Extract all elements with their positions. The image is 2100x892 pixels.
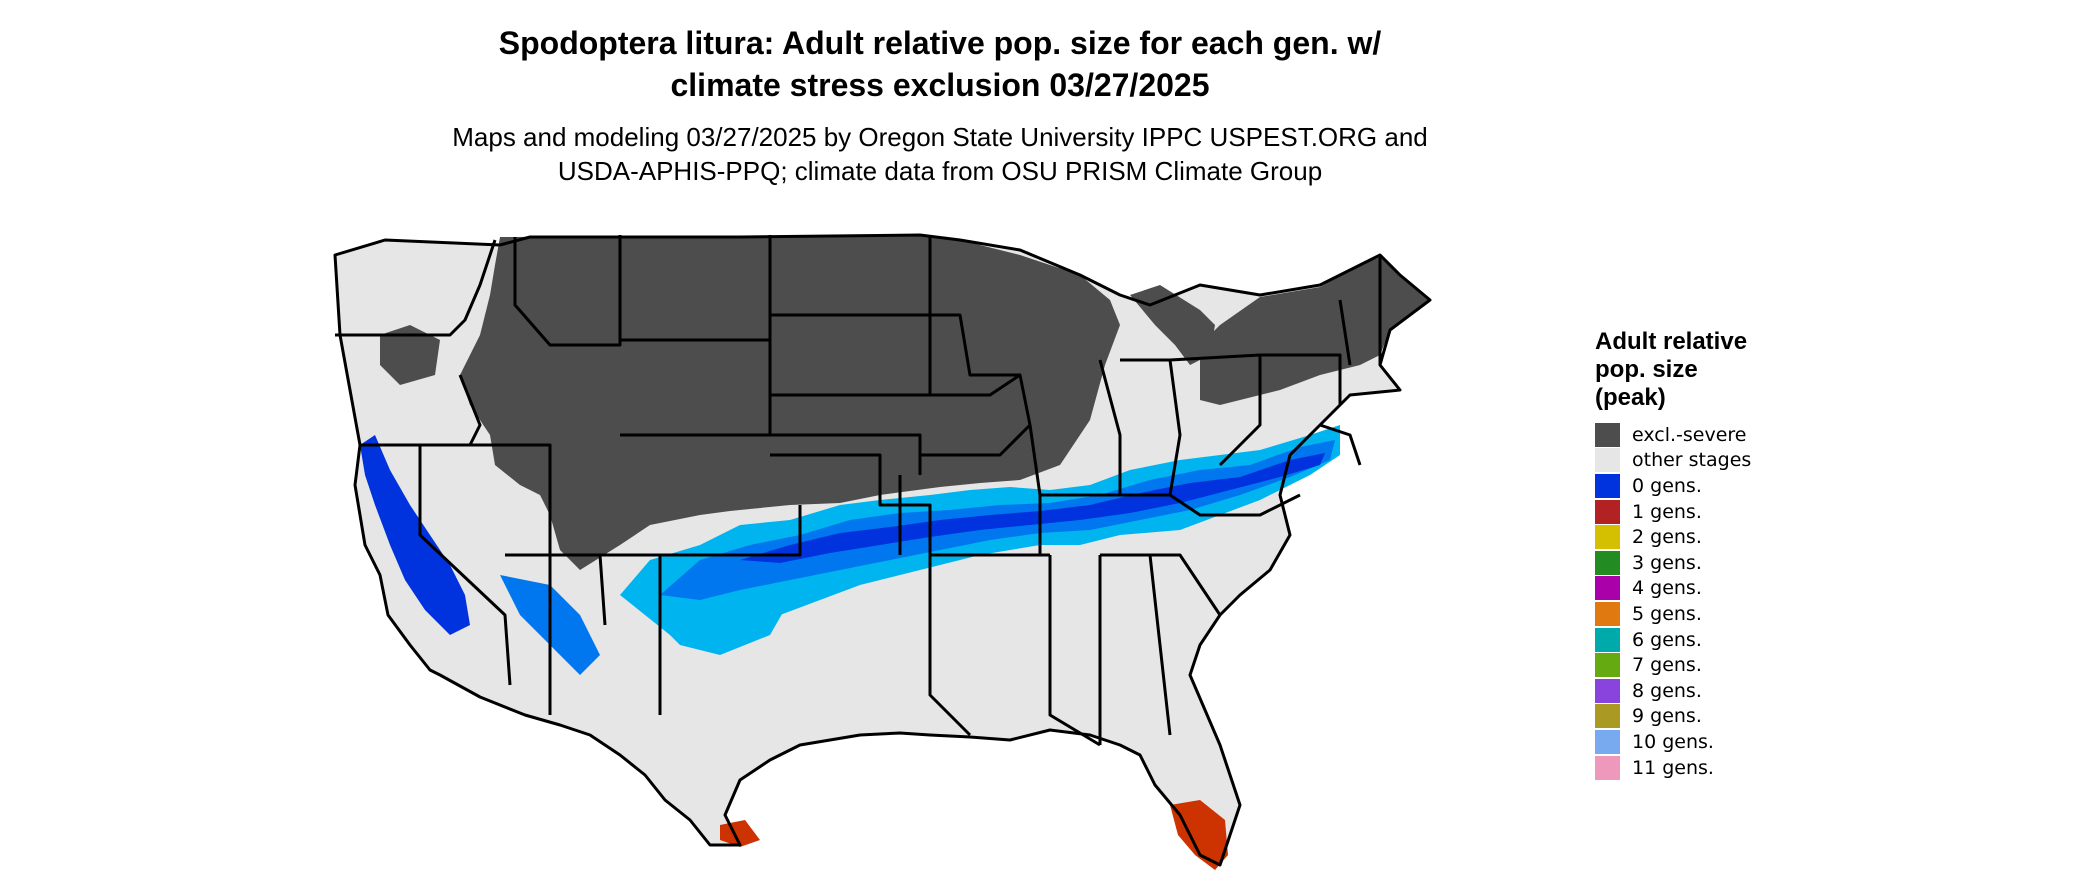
legend-item: other stages <box>1595 448 1795 474</box>
one-gen-florida <box>1170 800 1228 870</box>
legend-swatch <box>1595 576 1620 601</box>
legend-label: 11 gens. <box>1632 756 1714 779</box>
legend-label: other stages <box>1632 449 1752 472</box>
legend-item: 9 gens. <box>1595 704 1795 730</box>
legend-item: 8 gens. <box>1595 678 1795 704</box>
excluded-region-north <box>460 235 1120 570</box>
state-borders <box>333 233 1432 867</box>
legend-label: 8 gens. <box>1632 679 1702 702</box>
legend-swatch <box>1595 653 1620 678</box>
legend-item: 5 gens. <box>1595 601 1795 627</box>
legend-label: 9 gens. <box>1632 705 1702 728</box>
legend-item: 10 gens. <box>1595 729 1795 755</box>
legend-items: excl.-severe other stages 0 gens. 1 gens. 2 … <box>1595 422 1795 780</box>
legend-label: excl.-severe <box>1632 423 1747 446</box>
legend-item: 2 gens. <box>1595 524 1795 550</box>
subtitle-line-1: Maps and modeling 03/27/2025 by Oregon S… <box>452 122 1428 152</box>
legend-swatch <box>1595 473 1620 498</box>
legend-swatch <box>1595 729 1620 754</box>
legend-swatch <box>1595 525 1620 550</box>
excluded-region-northeast <box>1200 257 1430 405</box>
legend-swatch <box>1595 704 1620 729</box>
legend-label: 6 gens. <box>1632 628 1702 651</box>
map-title: Spodoptera litura: Adult relative pop. s… <box>0 22 1880 106</box>
zero-gen-california <box>360 435 470 635</box>
zero-gen-texas-lower <box>650 595 790 655</box>
zero-gen-band-dark <box>740 453 1325 563</box>
legend-label: 1 gens. <box>1632 500 1702 523</box>
legend-title-line-1: Adult relative <box>1595 328 1748 355</box>
subtitle-line-2: USDA-APHIS-PPQ; climate data from OSU PR… <box>557 156 1323 186</box>
legend-item: 4 gens. <box>1595 576 1795 602</box>
legend-swatch <box>1595 499 1620 524</box>
legend-item: 0 gens. <box>1595 473 1795 499</box>
map-legend: Adult relative pop. size (peak) excl.-se… <box>1595 328 1795 780</box>
legend-label: 4 gens. <box>1632 577 1702 600</box>
legend-item: 1 gens. <box>1595 499 1795 525</box>
legend-swatch <box>1595 601 1620 626</box>
legend-item: 6 gens. <box>1595 627 1795 653</box>
legend-swatch <box>1595 550 1620 575</box>
legend-label: 0 gens. <box>1632 474 1702 497</box>
legend-swatch <box>1595 755 1620 780</box>
legend-label: 5 gens. <box>1632 602 1702 625</box>
legend-label: 7 gens. <box>1632 654 1702 677</box>
title-line-1: Spodoptera litura: Adult relative pop. s… <box>498 25 1382 61</box>
legend-swatch <box>1595 448 1620 473</box>
legend-swatch <box>1595 627 1620 652</box>
legend-item: excl.-severe <box>1595 422 1795 448</box>
us-map <box>333 233 1432 870</box>
legend-swatch <box>1595 422 1620 447</box>
legend-item: 7 gens. <box>1595 652 1795 678</box>
legend-title-line-3: (peak) <box>1595 384 1666 411</box>
legend-item: 11 gens. <box>1595 755 1795 781</box>
legend-title-line-2: pop. size <box>1595 356 1698 383</box>
map-subtitle: Maps and modeling 03/27/2025 by Oregon S… <box>0 120 1880 188</box>
legend-title: Adult relative pop. size (peak) <box>1595 328 1795 412</box>
legend-label: 3 gens. <box>1632 551 1702 574</box>
legend-swatch <box>1595 678 1620 703</box>
legend-label: 2 gens. <box>1632 526 1702 549</box>
legend-label: 10 gens. <box>1632 730 1714 753</box>
legend-item: 3 gens. <box>1595 550 1795 576</box>
excluded-region-west-patch <box>380 325 440 385</box>
title-line-2: climate stress exclusion 03/27/2025 <box>670 67 1210 103</box>
